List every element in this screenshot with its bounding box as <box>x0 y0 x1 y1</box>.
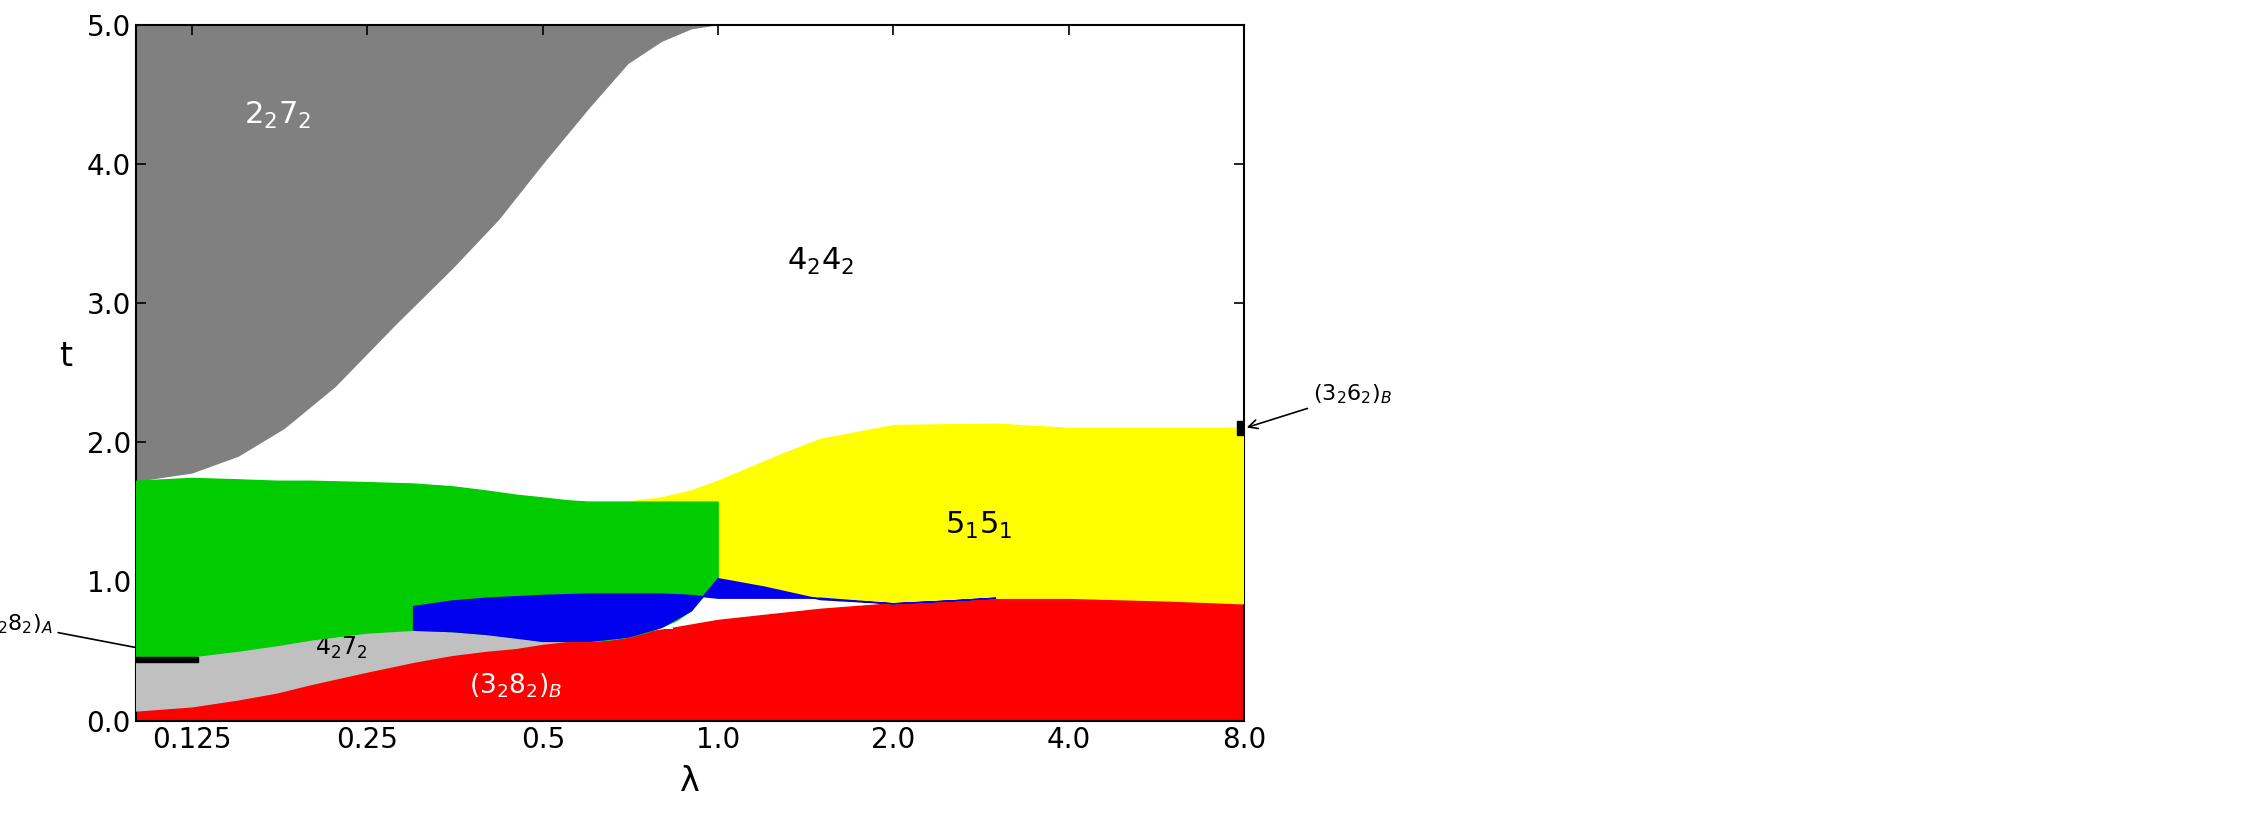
Text: $(3_28_2)_A$: $(3_28_2)_A$ <box>0 613 195 661</box>
X-axis label: λ: λ <box>681 765 699 798</box>
Text: $(3_27_2)_A$: $(3_27_2)_A$ <box>276 546 371 575</box>
Text: $4_26_2$: $4_26_2$ <box>615 604 674 632</box>
Polygon shape <box>136 631 629 711</box>
Text: $(3_28_2)_B$: $(3_28_2)_B$ <box>470 672 563 700</box>
Text: $4_24_2$: $4_24_2$ <box>787 246 855 277</box>
Polygon shape <box>588 424 1244 641</box>
Polygon shape <box>414 579 995 641</box>
Polygon shape <box>136 598 1244 721</box>
Text: $4_27_2$: $4_27_2$ <box>314 636 366 662</box>
Text: $5_15_1$: $5_15_1$ <box>946 510 1013 541</box>
Polygon shape <box>136 478 717 663</box>
Polygon shape <box>136 25 717 482</box>
Polygon shape <box>136 657 199 663</box>
Text: $2_27_2$: $2_27_2$ <box>244 100 310 130</box>
Text: $(3_26_2)_B$: $(3_26_2)_B$ <box>1249 382 1391 428</box>
Y-axis label: t: t <box>59 340 72 373</box>
